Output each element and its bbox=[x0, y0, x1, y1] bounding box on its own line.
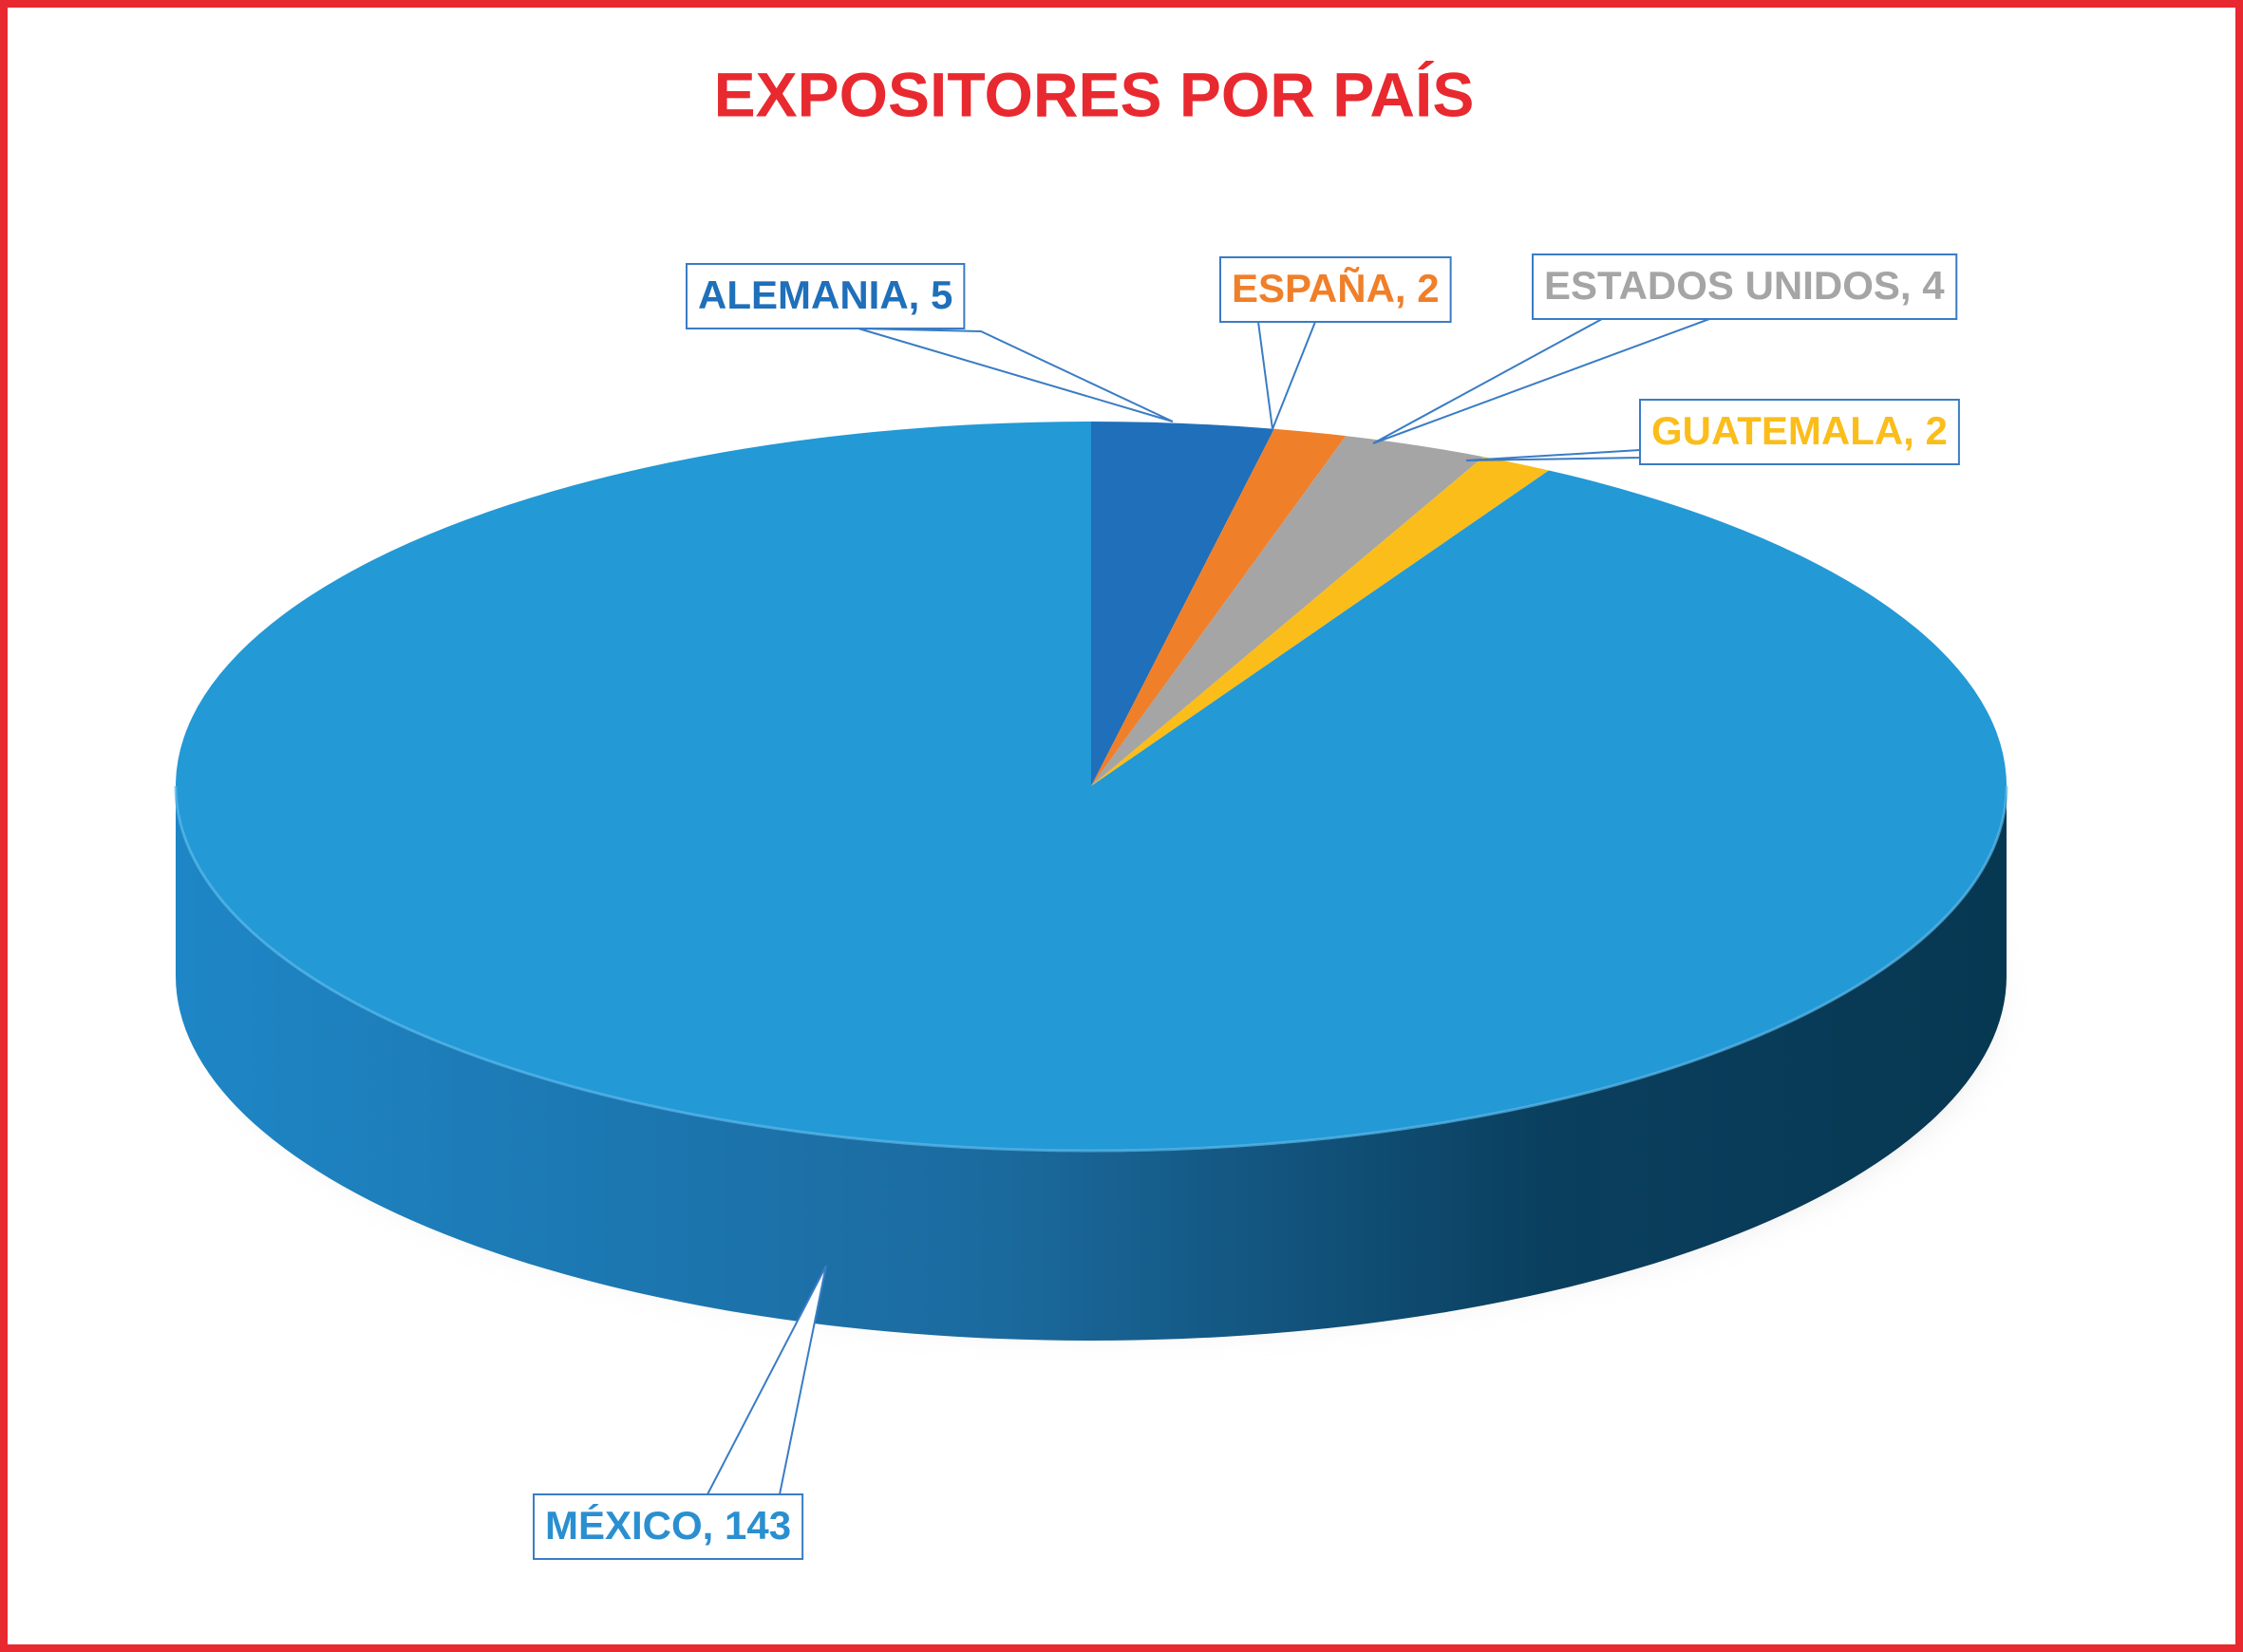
label-box bbox=[1219, 256, 1452, 323]
pie-slice bbox=[1091, 457, 1549, 786]
data-label: MÉXICO, 143 bbox=[545, 1503, 791, 1548]
pie-slice bbox=[1091, 428, 1347, 786]
pie-side bbox=[176, 786, 2007, 1341]
label-box bbox=[1532, 253, 1958, 320]
label-box bbox=[533, 1493, 804, 1560]
rim-highlight bbox=[174, 785, 2008, 1153]
pie-slice bbox=[1091, 436, 1484, 786]
pie-slice bbox=[176, 422, 2007, 1151]
chart-title: EXPOSITORES POR PAÍS bbox=[714, 59, 1475, 129]
data-label: ALEMANIA, 5 bbox=[698, 272, 952, 317]
label-box bbox=[686, 263, 966, 329]
leader-line bbox=[858, 328, 1174, 422]
data-label: ESTADOS UNIDOS, 4 bbox=[1544, 263, 1945, 308]
pie-slice bbox=[1091, 422, 1274, 786]
data-label: GUATEMALA, 2 bbox=[1651, 408, 1948, 453]
data-label: ESPAÑA, 2 bbox=[1232, 266, 1440, 310]
label-box bbox=[1639, 399, 1960, 465]
